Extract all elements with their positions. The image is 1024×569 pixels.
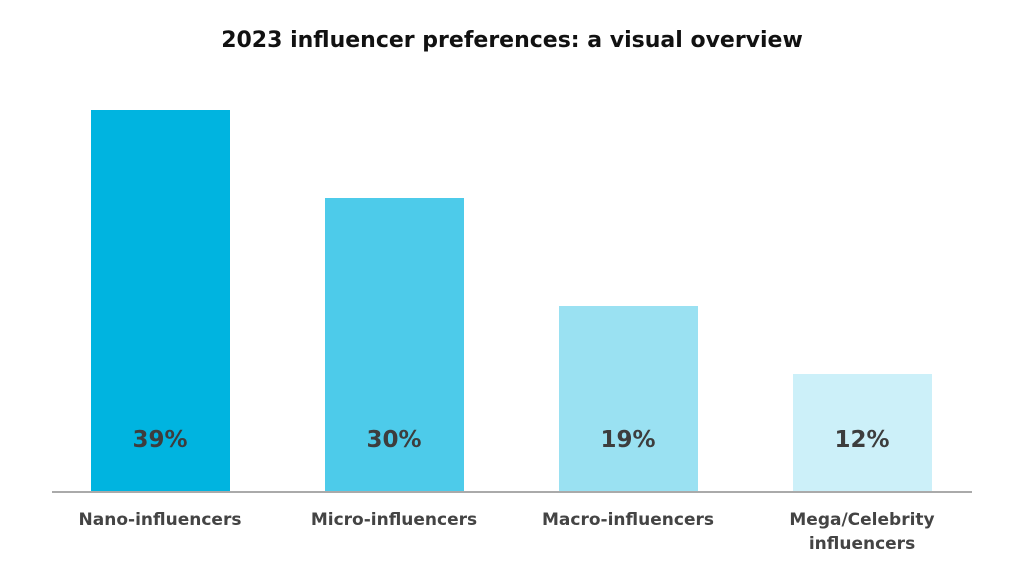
x-tick-label: Nano-influencers (78, 510, 242, 530)
x-tick-label: Mega/Celebrity influencers (789, 510, 935, 554)
x-tick-label: Micro-influencers (310, 510, 478, 530)
bar (90, 109, 230, 492)
chart-title: 2023 influencer preferences: a visual ov… (221, 28, 803, 53)
bar (324, 198, 464, 492)
bar (558, 305, 698, 492)
bar (792, 374, 932, 492)
x-tick-label: Macro-influencers (542, 510, 714, 530)
value-label: 30% (366, 427, 422, 453)
value-label: 39% (132, 427, 188, 453)
baseline (52, 491, 972, 493)
value-label: 12% (834, 427, 890, 453)
value-label: 19% (600, 427, 656, 453)
